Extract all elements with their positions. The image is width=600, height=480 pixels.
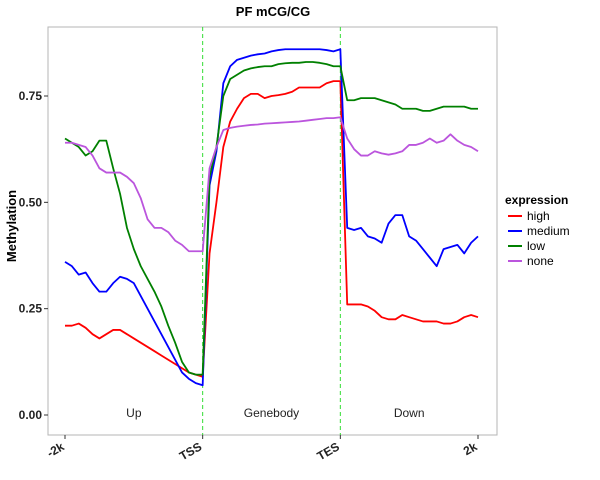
series-line-high xyxy=(65,80,479,378)
series-line-none xyxy=(65,116,479,253)
legend-title: expression xyxy=(505,193,568,207)
y-axis: 0.00 0.25 0.50 0.75 xyxy=(19,89,48,422)
x-tick-label: TES xyxy=(315,439,342,463)
y-tick-label: 0.25 xyxy=(19,302,43,316)
x-tick-label: TSS xyxy=(177,439,204,463)
legend-label-low: low xyxy=(527,239,545,253)
x-axis: -2k TSS TES 2k xyxy=(44,435,480,463)
series-lines xyxy=(64,48,479,387)
series-line-medium xyxy=(64,48,479,387)
legend-label-none: none xyxy=(527,254,554,268)
region-label: Down xyxy=(394,406,425,420)
legend-label-medium: medium xyxy=(527,224,570,238)
y-tick-label: 0.00 xyxy=(19,408,43,422)
x-tick-label: 2k xyxy=(461,439,480,458)
region-label: Up xyxy=(126,406,142,420)
y-axis-label: Methylation xyxy=(4,190,19,262)
series-line-low xyxy=(64,61,478,376)
region-labels: Up Genebody Down xyxy=(126,406,424,420)
x-tick-label: -2k xyxy=(44,439,66,460)
y-tick-label: 0.50 xyxy=(19,195,43,209)
y-tick-label: 0.75 xyxy=(19,89,43,103)
legend-label-high: high xyxy=(527,209,550,223)
chart-title: PF mCG/CG xyxy=(236,4,310,19)
plot-panel xyxy=(47,26,498,436)
region-label: Genebody xyxy=(244,406,299,420)
